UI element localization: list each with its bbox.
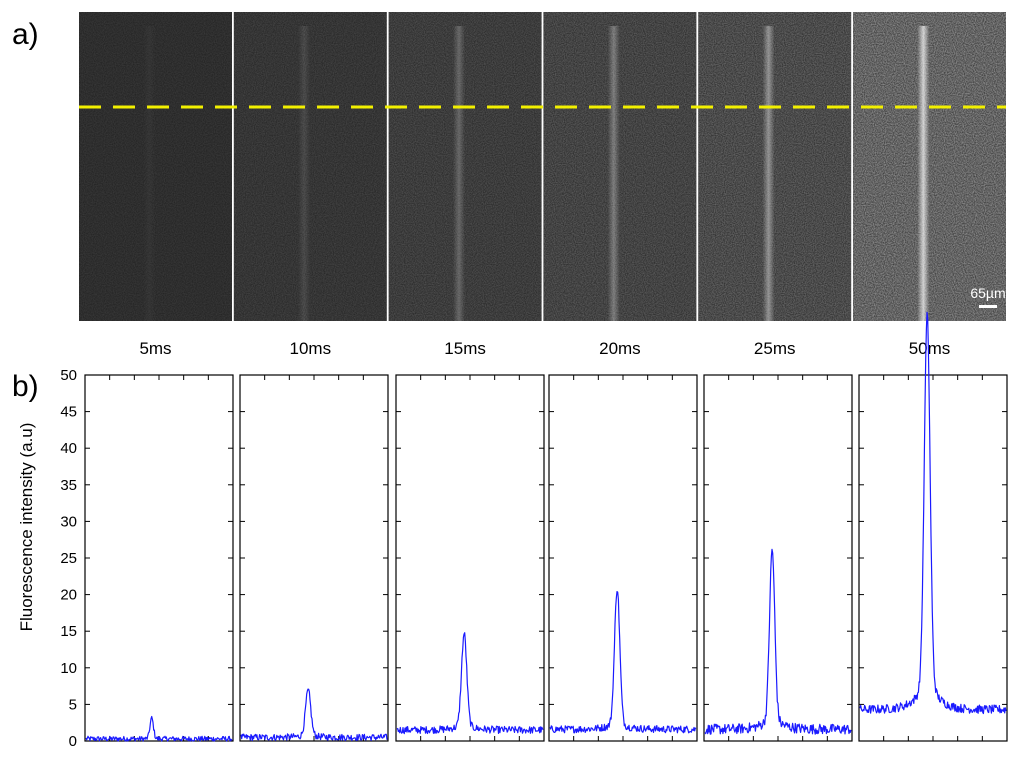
- y-tick-label: 0: [69, 733, 77, 750]
- intensity-plot: [84, 374, 234, 742]
- fluorescence-streak: [452, 26, 465, 321]
- image-strip: 65µm: [79, 12, 1006, 321]
- intensity-plot: [395, 374, 545, 742]
- plot-frame: [84, 374, 234, 742]
- image-noise: [698, 12, 852, 321]
- intensity-trace: [85, 715, 233, 742]
- scale-bar-label: 65µm: [970, 285, 1005, 301]
- plot-frame: [703, 374, 853, 742]
- fluorescence-streak: [607, 26, 620, 321]
- image-noise: [79, 12, 232, 321]
- y-tick-label: 45: [60, 404, 77, 421]
- exposure-time-label: 25ms: [754, 339, 796, 358]
- exposure-time-label: 15ms: [444, 339, 486, 358]
- image-panel: [543, 12, 697, 321]
- image-noise: [388, 12, 542, 321]
- y-tick-label: 35: [60, 477, 77, 494]
- panel-b-label: b): [12, 370, 39, 403]
- plot-frame: [548, 374, 698, 742]
- image-noise: [853, 12, 1006, 321]
- y-tick-label: 15: [60, 623, 77, 640]
- intensity-trace: [396, 632, 544, 735]
- y-axis-title: Fluorescence intensity (a.u): [17, 423, 36, 632]
- y-tick-label: 20: [60, 587, 77, 604]
- y-tick-label: 40: [60, 440, 77, 457]
- intensity-plot: [858, 311, 1008, 742]
- scale-bar: [979, 305, 997, 308]
- image-panel: [388, 12, 542, 321]
- fluorescence-streak: [143, 26, 156, 321]
- y-tick-label: 5: [69, 696, 77, 713]
- image-panel: [698, 12, 852, 321]
- exposure-time-label: 20ms: [599, 339, 641, 358]
- image-panel: [79, 12, 232, 321]
- exposure-time-label: 5ms: [139, 339, 171, 358]
- panel-a-label: a): [12, 18, 39, 51]
- y-tick-label: 50: [60, 367, 77, 384]
- y-tick-label: 25: [60, 550, 77, 567]
- time-labels: 5ms 10ms 15ms 20ms 25ms 50ms: [139, 339, 950, 358]
- intensity-trace: [704, 548, 852, 735]
- fluorescence-streak: [298, 26, 311, 321]
- exposure-time-label: 50ms: [909, 339, 951, 358]
- exposure-time-label: 10ms: [290, 339, 332, 358]
- plot-frame: [858, 374, 1008, 742]
- fluorescence-streak: [762, 26, 775, 321]
- image-panel: [853, 12, 1006, 321]
- y-tick-label: 30: [60, 513, 77, 530]
- intensity-plots: 0 5 10 15 20 25 30 35 40 45 50: [60, 311, 1008, 750]
- intensity-trace: [859, 311, 1007, 715]
- y-tick-label: 10: [60, 660, 77, 677]
- image-panel: [233, 12, 387, 321]
- image-noise: [543, 12, 697, 321]
- y-tick-labels: 0 5 10 15 20 25 30 35 40 45 50: [60, 367, 77, 750]
- plot-frame: [239, 374, 389, 742]
- image-noise: [233, 12, 387, 321]
- intensity-plot: [548, 374, 698, 742]
- intensity-plot: [703, 374, 853, 742]
- fluorescence-streak: [917, 26, 930, 321]
- intensity-plot: [239, 374, 389, 742]
- plot-frame: [395, 374, 545, 742]
- intensity-trace: [240, 688, 388, 742]
- intensity-trace: [549, 590, 697, 734]
